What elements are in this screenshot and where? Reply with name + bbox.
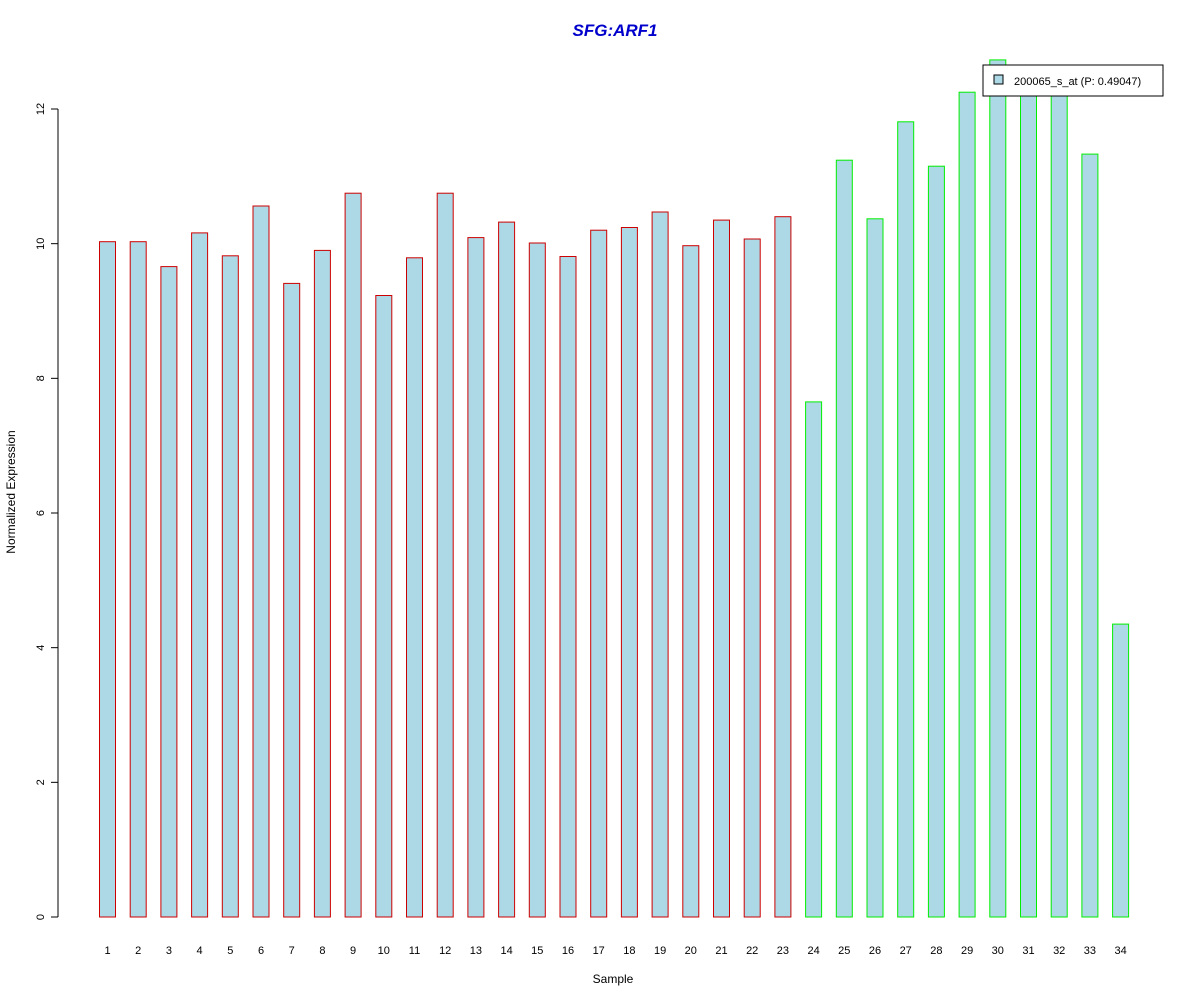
bar-sample-31: [1020, 74, 1037, 918]
y-tick-label: 8: [35, 375, 47, 381]
plot-area: [99, 59, 1130, 918]
y-tick-label: 10: [35, 238, 47, 250]
x-tick-label: 5: [227, 945, 233, 957]
x-tick-label: 13: [470, 945, 482, 957]
bar-sample-32: [1050, 82, 1068, 918]
x-tick-label: 6: [258, 945, 264, 957]
bar-sample-4: [191, 232, 209, 918]
x-tick-label: 22: [746, 945, 758, 957]
x-tick-label: 7: [289, 945, 295, 957]
x-tick-label: 16: [562, 945, 574, 957]
bar-sample-30: [989, 59, 1007, 918]
bar-sample-5: [221, 255, 239, 918]
x-tick-label: 3: [166, 945, 172, 957]
x-tick-label: 34: [1114, 945, 1126, 957]
bar-sample-9: [344, 192, 362, 918]
x-tick-label: 30: [992, 945, 1004, 957]
bar-sample-29: [958, 91, 976, 918]
bar-sample-3: [160, 266, 178, 918]
x-axis-label: Sample: [593, 972, 634, 986]
legend-label: 200065_s_at (P: 0.49047): [1014, 76, 1141, 88]
bar-sample-34: [1112, 623, 1130, 918]
bar-sample-16: [559, 256, 577, 918]
bar-sample-24: [805, 401, 823, 918]
y-tick-label: 12: [35, 103, 47, 115]
bar-sample-23: [774, 216, 792, 918]
legend: 200065_s_at (P: 0.49047): [982, 64, 1164, 97]
x-axis: 1 2 3 4 5 6 7 8 9 10 11 12 13 14 15 16 17 18 19 20 21 22 23 24 2…: [104, 945, 1126, 957]
x-tick-label: 10: [378, 945, 390, 957]
x-tick-label: 20: [685, 945, 697, 957]
bar-sample-22: [743, 238, 761, 918]
x-tick-label: 24: [807, 945, 819, 957]
x-tick-label: 28: [930, 945, 942, 957]
bar-sample-7: [283, 282, 301, 918]
bar-sample-21: [713, 219, 730, 918]
y-axis: 0 2 4 6 8 10 12: [35, 103, 59, 920]
bar-sample-25: [835, 159, 853, 918]
bar-sample-20: [682, 245, 700, 918]
bar-sample-1: [99, 241, 116, 918]
bar-sample-27: [897, 121, 915, 918]
x-tick-label: 31: [1022, 945, 1034, 957]
x-tick-label: 14: [500, 945, 512, 957]
y-tick-label: 6: [35, 510, 47, 516]
x-tick-label: 2: [135, 945, 141, 957]
x-tick-label: 26: [869, 945, 881, 957]
x-tick-label: 19: [654, 945, 666, 957]
x-tick-label: 18: [623, 945, 635, 957]
bar-sample-28: [927, 165, 945, 918]
x-tick-label: 11: [409, 945, 420, 957]
x-tick-label: 32: [1053, 945, 1065, 957]
x-tick-label: 15: [531, 945, 543, 957]
x-tick-label: 1: [104, 945, 110, 957]
bar-sample-8: [313, 249, 331, 918]
y-tick-label: 2: [35, 779, 47, 785]
bar-sample-14: [498, 221, 516, 918]
bar-sample-17: [590, 229, 608, 918]
bar-sample-11: [406, 257, 423, 918]
x-tick-label: 9: [350, 945, 356, 957]
bar-sample-18: [620, 227, 638, 918]
bar-sample-10: [375, 295, 393, 918]
bar-sample-19: [651, 211, 669, 918]
bar-sample-33: [1081, 153, 1099, 918]
bar-sample-2: [129, 241, 147, 918]
x-tick-label: 4: [197, 945, 203, 957]
bar-sample-6: [252, 205, 270, 918]
x-tick-label: 33: [1084, 945, 1096, 957]
y-axis-label: Normalized Expression: [4, 430, 18, 553]
bar-sample-13: [467, 237, 485, 918]
legend-swatch: [993, 74, 1004, 85]
x-tick-label: 12: [439, 945, 451, 957]
y-tick-label: 0: [35, 914, 47, 920]
x-tick-label: 29: [961, 945, 973, 957]
x-tick-label: 27: [900, 945, 912, 957]
legend-box: [982, 64, 1164, 97]
bar-sample-15: [528, 242, 546, 918]
y-tick-label: 4: [35, 645, 47, 651]
x-tick-label: 21: [715, 945, 727, 957]
bar-sample-12: [436, 192, 454, 918]
bar-sample-26: [866, 218, 884, 918]
x-tick-label: 23: [777, 945, 789, 957]
x-tick-label: 17: [593, 945, 605, 957]
x-tick-label: 25: [838, 945, 850, 957]
chart-title: SFG:ARF1: [573, 21, 658, 40]
x-tick-label: 8: [319, 945, 325, 957]
